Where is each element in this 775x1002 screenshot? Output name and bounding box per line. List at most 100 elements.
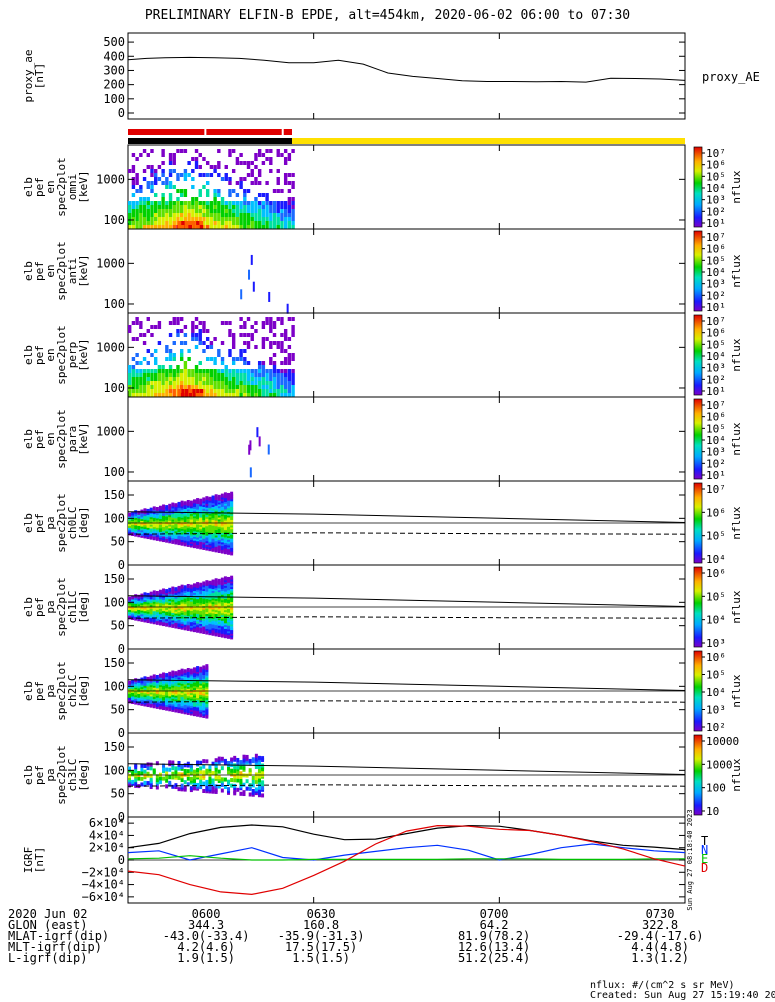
ytick-label: 300 [103, 63, 125, 77]
pitch-angle-pixel [239, 765, 243, 770]
spectrogram-pixel [165, 373, 169, 377]
spectrogram-pixel [202, 209, 206, 213]
spectrogram-pixel [283, 389, 288, 393]
spectrogram-pixel [254, 393, 258, 397]
spectrogram-pixel [224, 389, 228, 393]
spectrogram-pixel [209, 373, 214, 377]
pitch-angle-pixel [183, 768, 187, 773]
colorbar [693, 314, 703, 396]
spectrogram-pixel [257, 393, 262, 397]
ylabel-text: proxy_ae [22, 50, 35, 103]
footer-row-value: 344.3 [188, 918, 225, 932]
colorbar [693, 482, 703, 564]
spectrogram-pixel [135, 205, 139, 209]
spectrogram-pixel [248, 444, 251, 455]
spectrogram-pixel [213, 393, 217, 397]
spectrogram-pixel [194, 201, 199, 205]
spectrogram-pixel [239, 389, 243, 393]
spectrogram-pixel [128, 385, 132, 389]
spectrogram-pixel [177, 393, 181, 397]
spectrogram-pixel [153, 225, 158, 229]
pitch-angle-pixel [227, 492, 231, 497]
pitch-angle-pixel [152, 674, 156, 679]
spectrogram-pixel [157, 213, 162, 217]
ylabel-text: elb [22, 261, 35, 281]
spectrogram-pixel [176, 197, 180, 201]
colorbar-tick-label: 10⁴ [706, 553, 726, 566]
pitch-angle-pixel [208, 776, 212, 781]
spectrogram-pixel [243, 197, 247, 201]
ylabel-text: [keV] [77, 338, 90, 371]
spectrogram-pixel [243, 221, 247, 225]
spectrogram-pixel [249, 467, 252, 478]
spectrogram-pixel [287, 153, 292, 157]
spectrogram-pixel [239, 221, 243, 225]
spectrogram-pixel [265, 225, 269, 229]
spectrogram-pixel [287, 173, 292, 177]
spectrogram-pixel [217, 385, 221, 389]
pitch-angle-pixel [183, 780, 187, 785]
spectrogram-pixel [187, 161, 191, 165]
pitch-angle-pixel [174, 766, 178, 771]
spectrogram-pixel [131, 369, 136, 373]
pitch-angle-pixel [214, 758, 218, 763]
spectrogram-pixel [291, 201, 295, 205]
spectrogram-pixel [172, 393, 176, 397]
ytick-label: 100 [103, 92, 125, 106]
spectrogram-pixel [199, 225, 204, 229]
spectrogram-pixel [265, 213, 269, 217]
colorbar-tick-label: 10⁴ [706, 614, 726, 627]
spectrogram-pixel [191, 373, 195, 377]
spectrogram-pixel [202, 221, 206, 225]
spectrogram-pixel [257, 373, 262, 377]
pitch-angle-pixel [155, 785, 159, 790]
colorbar-tick-label: 100 [706, 782, 726, 795]
spectrogram-pixel [283, 161, 288, 165]
spectrogram-pixel [153, 209, 158, 213]
spectrogram-pixel [135, 337, 139, 341]
spectrogram-pixel [150, 353, 154, 357]
pitch-angle-pixel [192, 499, 196, 504]
colorbar-tick-label: 10⁷ [706, 399, 726, 412]
spectrogram-pixel [291, 185, 295, 189]
pitch-angle-pixel [199, 582, 203, 587]
spectrogram-pixel [228, 381, 232, 385]
spectrogram-pixel [261, 393, 266, 397]
colorbar-tick-label: 10¹ [706, 301, 726, 314]
colorbar-label: nflux [730, 506, 743, 539]
spectrogram-pixel [165, 369, 169, 373]
spectrogram-pixel [254, 389, 258, 393]
spectrogram-pixel [202, 381, 206, 385]
pitch-angle-pixel [220, 766, 224, 771]
spectrogram-pixel [272, 353, 277, 357]
spectrogram-pixel [280, 341, 284, 345]
ytick-label: 0 [118, 106, 125, 120]
pitch-angle-pixel [158, 780, 162, 785]
spectrogram-pixel [194, 385, 199, 389]
colorbar-tick-label: 10⁴ [706, 434, 726, 447]
ytick-label: 0 [118, 642, 125, 656]
pitch-angle-pixel [149, 591, 153, 596]
spectrogram-pixel [246, 389, 251, 393]
spectrogram-pixel [194, 369, 199, 373]
spectrogram-pixel [228, 153, 232, 157]
spectrogram-pixels [240, 254, 289, 314]
spectrogram-pixel [153, 377, 158, 381]
spectrogram-pixel [283, 177, 288, 181]
pitch-angle-pixel [202, 781, 206, 786]
spectrogram-pixel [250, 205, 254, 209]
spectrogram-pixel [161, 149, 165, 153]
ylabel-text: pa [44, 768, 57, 781]
spectrogram-pixel [179, 201, 184, 205]
spectrogram-pixel [220, 177, 225, 181]
spectrogram-pixel [257, 361, 262, 365]
spectrogram-pixel [252, 281, 255, 292]
spectrogram-pixel [276, 153, 280, 157]
spectrogram-pixel [276, 205, 280, 209]
spectrogram-pixel [172, 389, 176, 393]
spectrogram-pixel [213, 165, 217, 169]
spectrogram-pixel [198, 193, 202, 197]
spectrogram-pixel [194, 205, 199, 209]
spectrogram-pixel [153, 389, 158, 393]
spectrogram-pixel [231, 341, 236, 345]
